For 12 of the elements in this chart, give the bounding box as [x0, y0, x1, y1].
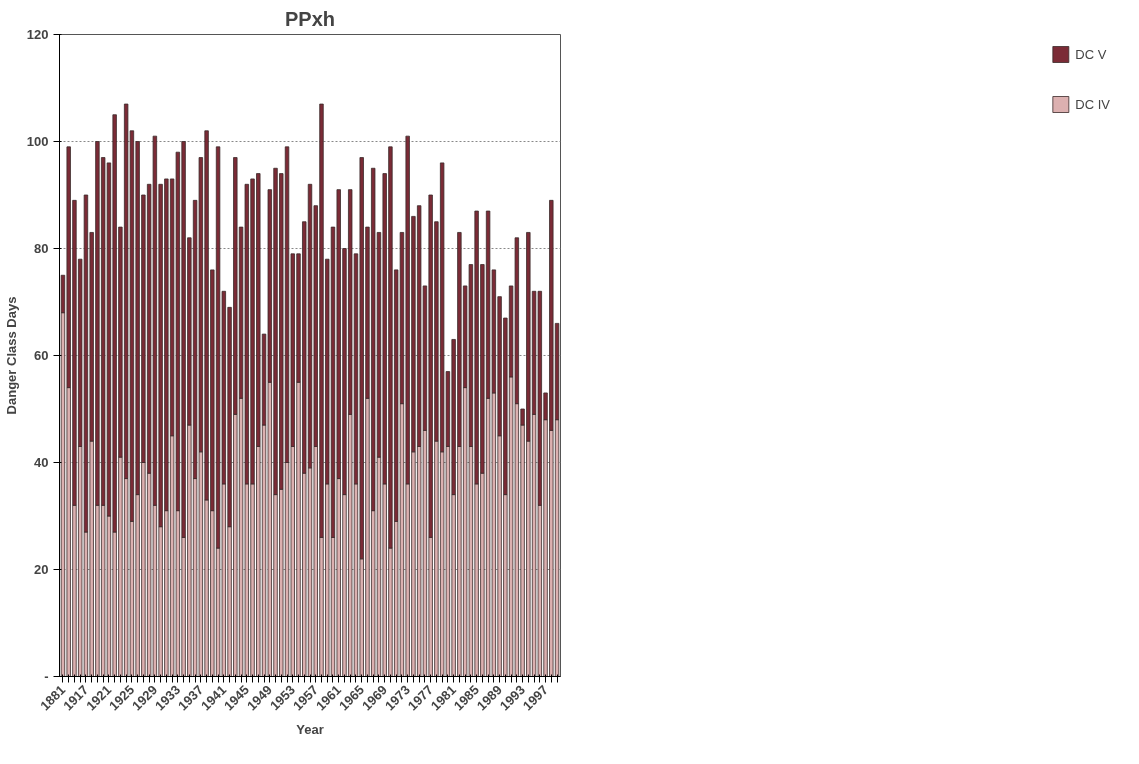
- x-axis-title: Year: [296, 722, 324, 738]
- y-tick-label: -: [44, 669, 49, 684]
- legend-label: DC IV: [1075, 96, 1110, 112]
- y-axis-title: Danger Class Days: [3, 296, 19, 415]
- y-tick-label: 20: [34, 562, 49, 577]
- chart-title: PPxh: [284, 7, 336, 30]
- y-tick-label: 100: [26, 134, 49, 149]
- y-tick-label: 60: [34, 348, 49, 363]
- legend-label: DC V: [1075, 46, 1107, 62]
- y-tick-label: 80: [34, 241, 49, 256]
- y-tick-label: 40: [34, 455, 49, 470]
- y-tick-label: 120: [26, 27, 49, 42]
